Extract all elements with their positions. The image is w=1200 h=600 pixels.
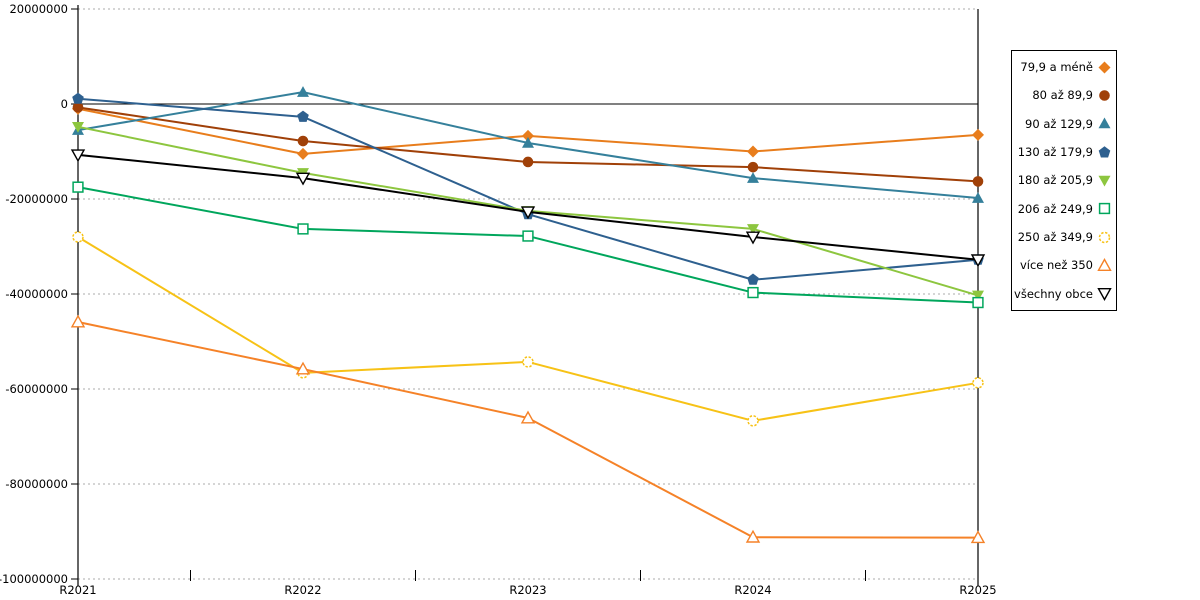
series-group: [70, 149, 986, 268]
series-group: [72, 231, 984, 427]
legend-label: více než 350: [1019, 258, 1093, 273]
legend-item: 250 až 349,9: [1014, 224, 1112, 251]
data-point-marker: [972, 176, 984, 187]
legend-label: 80 až 89,9: [1032, 88, 1093, 103]
legend-item: 90 až 129,9: [1014, 110, 1112, 137]
legend-label: 130 až 179,9: [1017, 145, 1093, 160]
legend-item: více než 350: [1014, 252, 1112, 279]
legend-label: 250 až 349,9: [1017, 230, 1093, 245]
data-point-marker: [972, 128, 984, 141]
data-point-marker: [972, 377, 984, 389]
series-line: [77, 321, 979, 539]
data-point-marker: [72, 181, 84, 193]
data-point-marker: [297, 110, 309, 122]
legend: 79,9 a méně 80 až 89,9 90 až 129,9 130 až 1…: [1011, 50, 1117, 311]
data-point-marker: [522, 156, 534, 168]
y-tick-label: -20000000: [5, 192, 68, 206]
data-point-marker: [522, 136, 534, 148]
data-point-marker: [70, 314, 86, 328]
data-point-marker: [747, 172, 759, 183]
legend-label: 180 až 205,9: [1017, 173, 1093, 188]
legend-item: všechny obce: [1014, 280, 1112, 307]
data-point-marker: [72, 231, 84, 243]
series-group: [72, 102, 984, 187]
legend-label: 90 až 129,9: [1025, 116, 1093, 131]
data-point-marker: [520, 410, 536, 424]
data-point-marker: [295, 361, 311, 375]
x-tick-label: R2025: [959, 583, 996, 597]
data-point-marker: [522, 129, 534, 142]
data-point-marker: [747, 224, 759, 235]
data-point-marker: [972, 296, 984, 309]
data-point-marker: [297, 223, 309, 235]
x-tick-label: R2021: [59, 583, 96, 597]
square-hollow-icon: [1098, 203, 1111, 215]
data-point-marker: [72, 122, 84, 133]
diamond-filled-icon: [1098, 61, 1111, 74]
series-line: [77, 97, 979, 281]
legend-item: 80 až 89,9: [1014, 82, 1112, 109]
series-line: [77, 236, 979, 422]
pentagon-filled-icon: [1098, 145, 1111, 158]
legend-item: 206 až 249,9: [1014, 195, 1112, 222]
legend-item: 130 až 179,9: [1014, 139, 1112, 166]
y-tick-label: 0: [61, 97, 68, 111]
series-group: [72, 102, 984, 160]
data-point-marker: [747, 273, 759, 285]
series-group: [72, 86, 984, 203]
data-point-marker: [745, 529, 761, 543]
data-point-marker: [747, 415, 759, 427]
x-tick-label: R2022: [284, 583, 321, 597]
x-tick-label: R2023: [509, 583, 546, 597]
data-point-marker: [297, 147, 309, 160]
series-group: [72, 181, 984, 309]
legend-label: 206 až 249,9: [1017, 201, 1093, 216]
circle-hollow-icon: [1098, 231, 1111, 243]
legend-item: 180 až 205,9: [1014, 167, 1112, 194]
data-point-marker: [972, 290, 984, 302]
triangle-down-filled-icon: [1098, 175, 1111, 187]
data-point-marker: [522, 356, 534, 368]
legend-label: všechny obce: [1014, 286, 1093, 301]
legend-label: 79,9 a méně: [1020, 60, 1093, 75]
data-point-marker: [72, 92, 84, 104]
data-point-marker: [747, 145, 759, 158]
data-point-marker: [522, 230, 534, 242]
triangle-up-hollow-icon: [1097, 258, 1112, 271]
data-point-marker: [970, 530, 986, 544]
circle-filled-icon: [1099, 90, 1110, 101]
data-point-marker: [747, 286, 759, 299]
data-point-marker: [972, 192, 984, 203]
data-point-marker: [295, 172, 311, 186]
data-point-marker: [297, 135, 309, 147]
y-tick-label: -100000000: [0, 572, 68, 586]
y-tick-label: 20000000: [9, 2, 68, 16]
data-point-marker: [72, 102, 84, 113]
y-tick-label: -60000000: [5, 382, 68, 396]
data-point-marker: [297, 86, 309, 97]
series-group: [70, 314, 986, 544]
data-point-marker: [745, 231, 761, 245]
y-tick-label: -40000000: [5, 287, 68, 301]
legend-item: 79,9 a méně: [1014, 54, 1112, 81]
data-point-marker: [970, 254, 986, 268]
series-line: [77, 186, 979, 304]
triangle-down-hollow-icon: [1097, 288, 1112, 302]
y-tick-label: -80000000: [5, 477, 68, 491]
x-tick-label: R2024: [734, 583, 771, 597]
data-point-marker: [520, 206, 536, 220]
data-point-marker: [747, 161, 759, 173]
data-point-marker: [70, 149, 86, 163]
triangle-up-filled-icon: [1098, 117, 1111, 129]
